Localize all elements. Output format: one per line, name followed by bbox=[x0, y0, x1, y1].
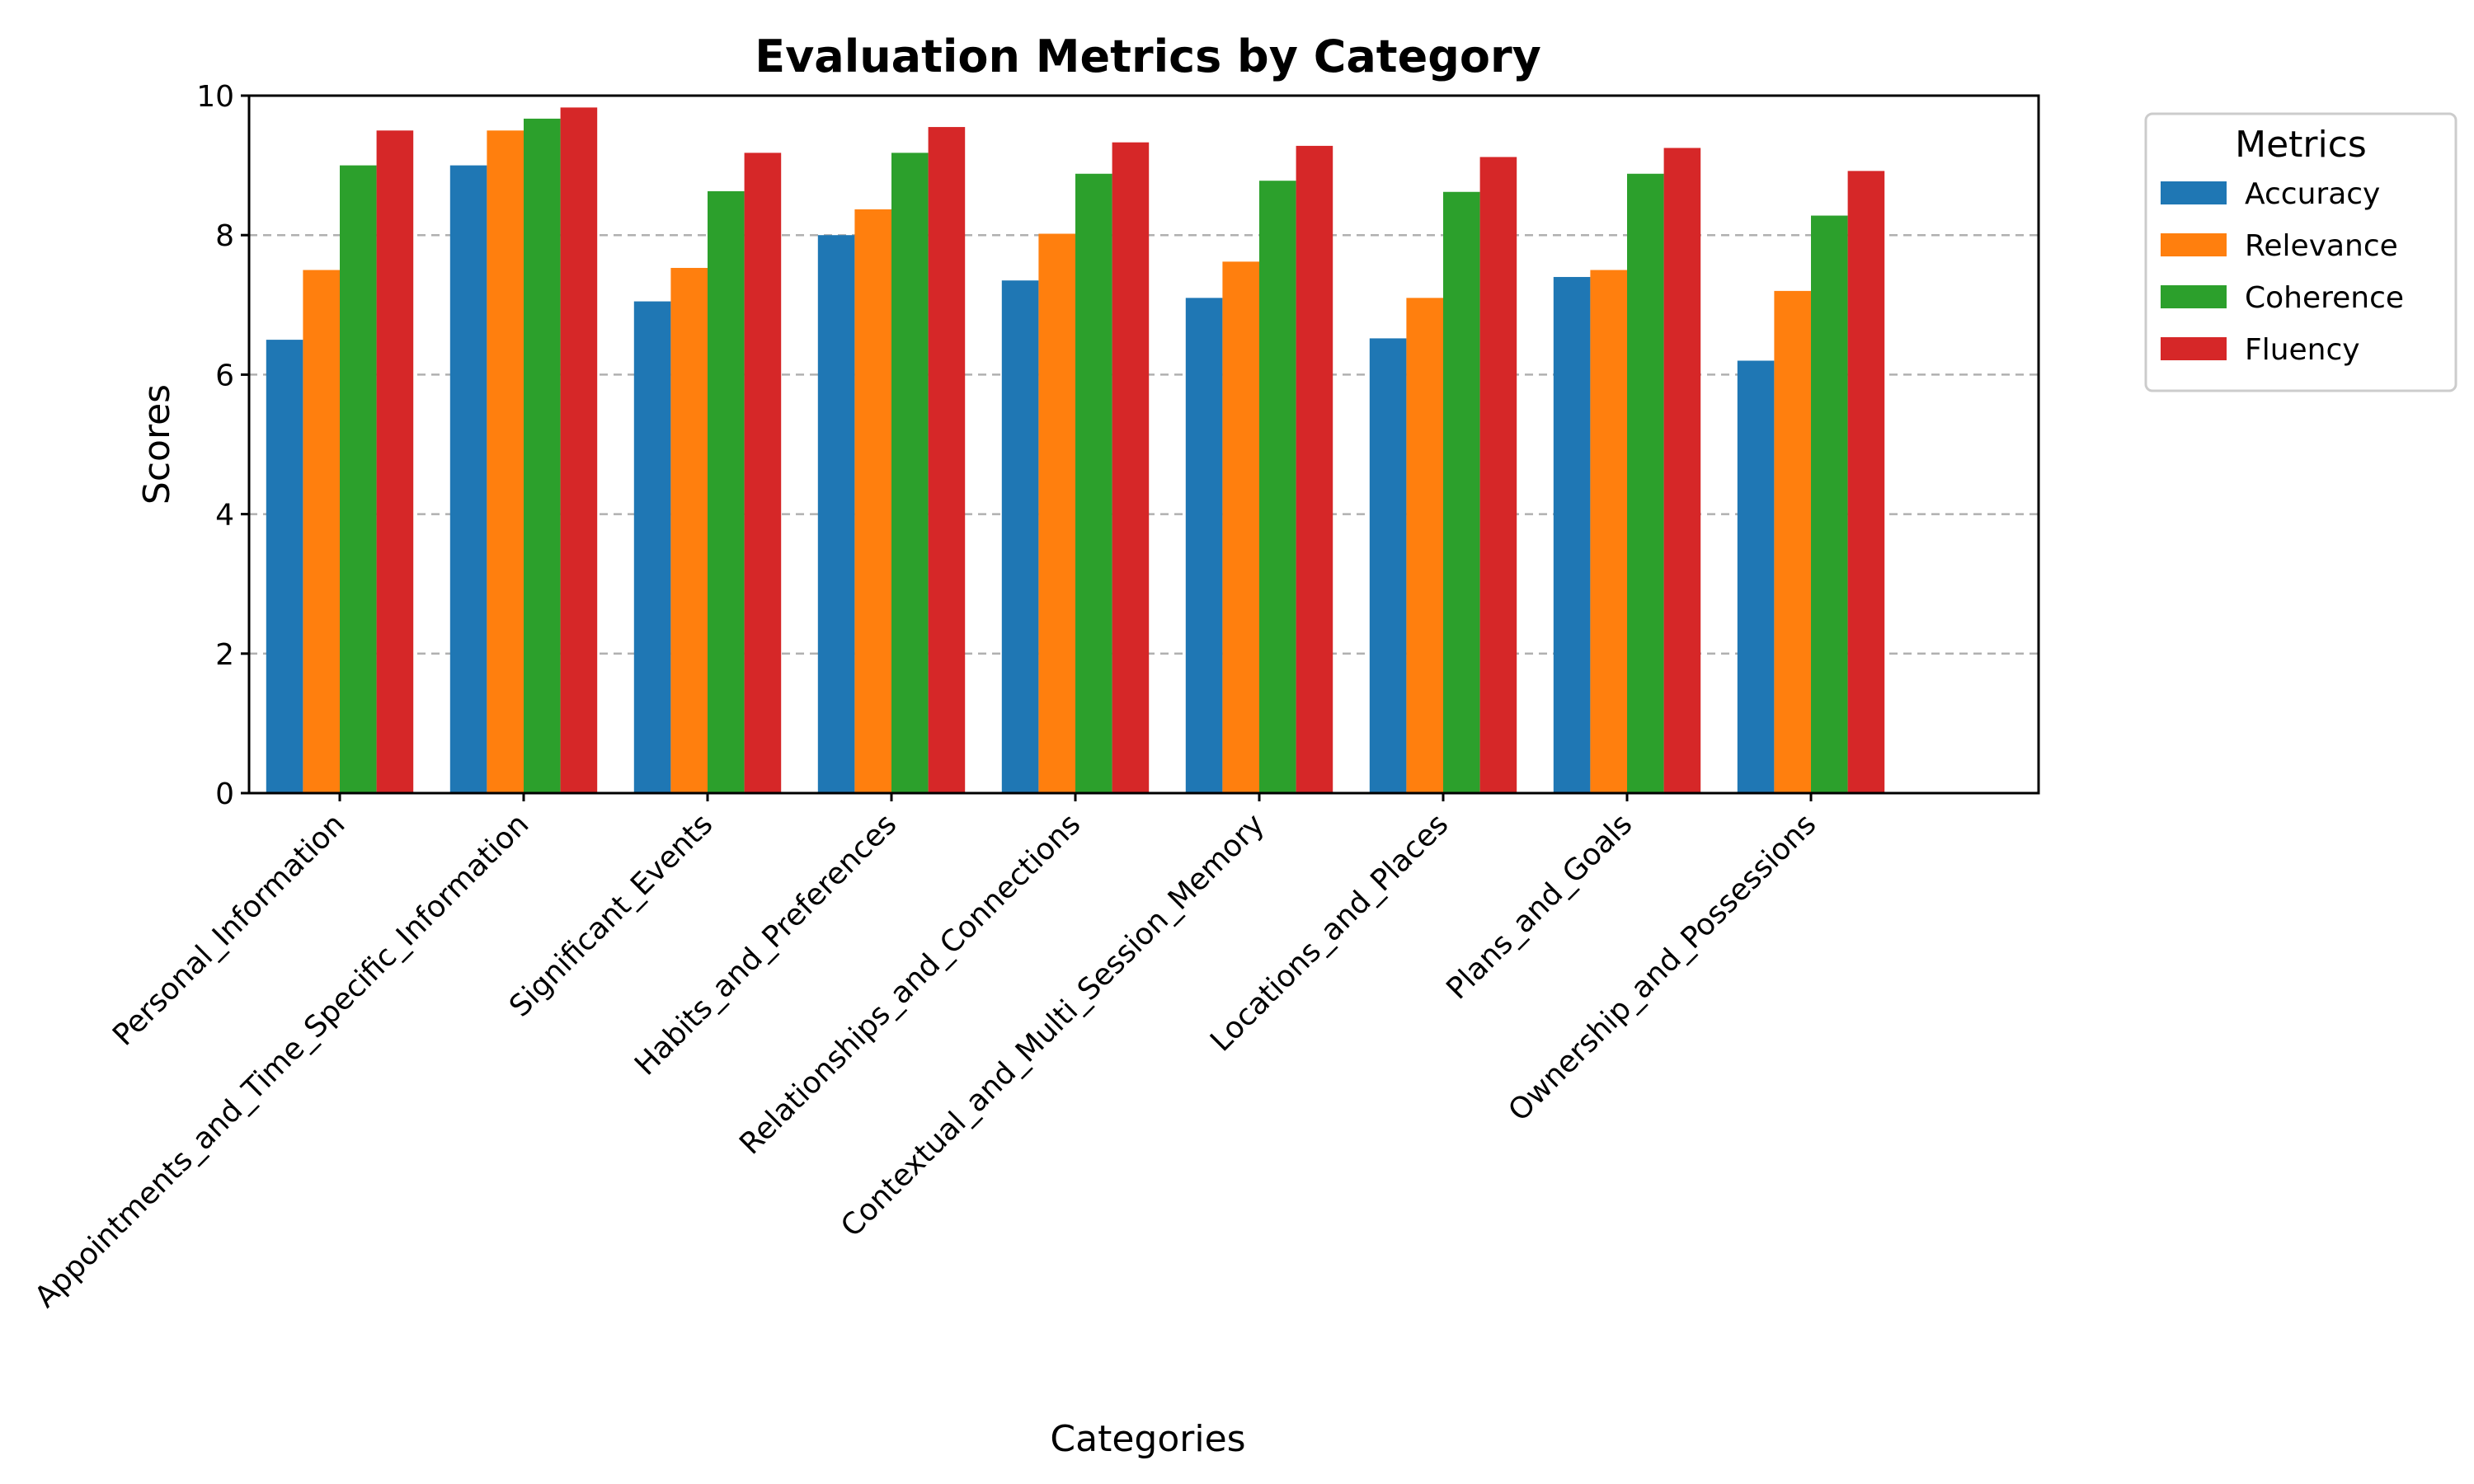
bar-fluency bbox=[1296, 145, 1333, 794]
legend-items: Accuracy Relevance Coherence Fluency bbox=[2161, 177, 2404, 367]
bar-accuracy bbox=[817, 235, 855, 793]
bar-accuracy bbox=[1001, 280, 1039, 793]
bar-fluency bbox=[376, 130, 414, 794]
y-tick-label: 8 bbox=[215, 219, 234, 253]
bar-fluency bbox=[1847, 171, 1885, 794]
y-ticks: 0 2 4 6 8 10 bbox=[196, 80, 249, 811]
x-ticks: Personal_InformationAppointments_and_Tim… bbox=[29, 793, 1823, 1314]
bar-coherence bbox=[1259, 181, 1296, 793]
bar-relevance bbox=[487, 130, 524, 794]
bar-relevance bbox=[1222, 261, 1259, 793]
y-tick-label: 0 bbox=[215, 777, 234, 811]
bar-accuracy bbox=[1737, 360, 1775, 794]
legend-label-coherence: Coherence bbox=[2245, 281, 2404, 315]
bar-fluency bbox=[1663, 148, 1701, 793]
bar-accuracy bbox=[1369, 338, 1407, 794]
bar-coherence bbox=[891, 153, 929, 793]
legend-title: Metrics bbox=[2235, 124, 2367, 166]
y-tick-label: 2 bbox=[215, 638, 234, 672]
legend-swatch-coherence bbox=[2161, 285, 2227, 308]
legend-label-relevance: Relevance bbox=[2245, 229, 2398, 263]
bar-relevance bbox=[670, 267, 708, 793]
bar-relevance bbox=[1590, 270, 1627, 793]
bar-accuracy bbox=[633, 301, 671, 793]
bar-coherence bbox=[340, 165, 377, 794]
legend-swatch-accuracy bbox=[2161, 181, 2227, 204]
x-tick-label: Relationships_and_Connections bbox=[733, 807, 1087, 1161]
legend-label-accuracy: Accuracy bbox=[2245, 177, 2380, 211]
x-tick-label: Plans_and_Goals bbox=[1440, 807, 1639, 1006]
bar-relevance bbox=[1774, 290, 1811, 793]
y-tick-label: 4 bbox=[215, 499, 234, 533]
bar-relevance bbox=[303, 270, 340, 793]
bar-fluency bbox=[560, 107, 598, 793]
bar-fluency bbox=[1112, 142, 1150, 793]
bar-accuracy bbox=[1185, 298, 1223, 794]
bar-coherence bbox=[1075, 173, 1112, 793]
chart-title: Evaluation Metrics by Category bbox=[755, 31, 1541, 82]
bar-fluency bbox=[744, 153, 782, 793]
legend-swatch-fluency bbox=[2161, 337, 2227, 360]
x-tick-label: Ownership_and_Possessions bbox=[1503, 807, 1823, 1128]
bar-relevance bbox=[854, 209, 891, 793]
y-tick-label: 10 bbox=[196, 80, 234, 114]
bar-coherence bbox=[1443, 191, 1480, 794]
legend: Metrics Accuracy Relevance Coherence Fluenc… bbox=[2144, 112, 2458, 392]
legend-label-fluency: Fluency bbox=[2245, 333, 2360, 367]
x-axis-label: Categories bbox=[1050, 1418, 1245, 1460]
x-tick-label: Significant_Events bbox=[503, 807, 719, 1023]
bar-accuracy bbox=[266, 340, 303, 794]
y-tick-label: 6 bbox=[215, 359, 234, 392]
bar-fluency bbox=[1479, 157, 1517, 793]
legend-swatch-relevance bbox=[2161, 233, 2227, 256]
bar-coherence bbox=[1627, 173, 1664, 793]
y-axis-label: Scores bbox=[136, 384, 178, 505]
bar-fluency bbox=[928, 127, 966, 793]
x-tick-label: Contextual_and_Multi_Session_Memory bbox=[835, 807, 1271, 1243]
bar-accuracy bbox=[449, 165, 487, 794]
bar-relevance bbox=[1038, 233, 1075, 793]
bar-coherence bbox=[1811, 215, 1848, 794]
bar-coherence bbox=[524, 118, 561, 794]
bar-accuracy bbox=[1553, 276, 1591, 794]
bar-coherence bbox=[708, 190, 745, 794]
plot-frame bbox=[247, 94, 2040, 795]
bar-relevance bbox=[1406, 298, 1443, 794]
bars-layer bbox=[266, 107, 1885, 794]
